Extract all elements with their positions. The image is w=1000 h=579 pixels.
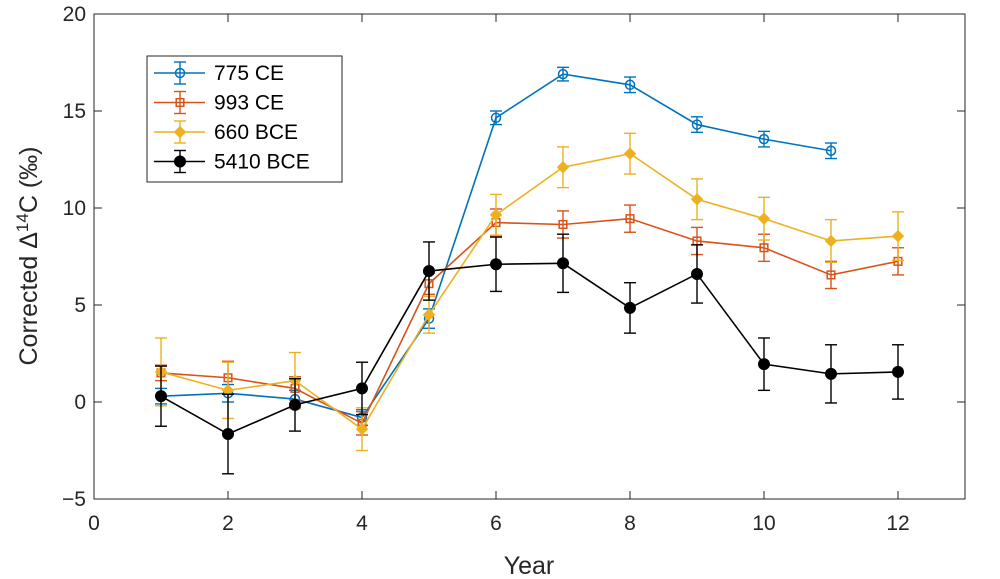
legend-marker <box>174 155 186 168</box>
data-point <box>824 234 838 248</box>
series-line <box>160 152 899 431</box>
data-point <box>490 258 502 271</box>
series-5410-bce <box>155 233 904 475</box>
data-point <box>356 382 368 395</box>
data-point <box>826 270 836 280</box>
y-tick-label: −5 <box>62 488 86 511</box>
legend-marker <box>174 67 186 79</box>
y-tick-label: 0 <box>74 391 86 414</box>
legend-entry: 775 CE <box>154 61 284 85</box>
y-axis-label-prefix: Corrected Δ <box>15 232 43 365</box>
y-axis-label-superscript: 14 <box>13 213 32 232</box>
legend-label: 993 CE <box>214 92 284 115</box>
data-point <box>155 390 167 403</box>
x-tick-label: 12 <box>886 512 909 535</box>
data-point <box>557 257 569 270</box>
data-point <box>691 119 703 130</box>
data-point <box>758 358 770 371</box>
y-tick-label: 20 <box>63 3 86 26</box>
data-point <box>891 229 905 243</box>
data-point <box>759 243 769 253</box>
legend-label: 660 BCE <box>214 121 298 144</box>
x-tick-label: 2 <box>222 512 234 535</box>
data-point <box>222 428 234 441</box>
legend: 775 CE 993 CE 660 BCE 5410 BCE <box>146 55 343 183</box>
series-line <box>160 262 899 435</box>
data-point <box>557 68 569 80</box>
x-tick-label: 0 <box>88 512 100 535</box>
y-tick-label: 15 <box>63 100 86 123</box>
y-axis-label-suffix: C (‰) <box>15 147 43 214</box>
series-line <box>160 217 899 425</box>
x-tick-label: 10 <box>752 512 775 535</box>
data-point <box>825 367 837 380</box>
y-axis-label: Corrected Δ14C (‰) <box>13 147 44 366</box>
x-tick-label: 8 <box>624 512 636 535</box>
legend-label: 5410 BCE <box>214 151 310 174</box>
data-point <box>625 214 635 224</box>
data-point <box>289 398 301 411</box>
data-point <box>623 147 637 160</box>
data-point <box>490 112 502 124</box>
data-point <box>624 79 636 91</box>
data-point <box>690 193 704 206</box>
legend-marker <box>175 97 185 108</box>
legend-entry: 5410 BCE <box>154 149 310 174</box>
legend-entry: 660 BCE <box>154 120 298 144</box>
data-point <box>758 133 770 145</box>
series-layer <box>154 66 905 475</box>
data-point <box>825 145 837 157</box>
y-tick-label: 5 <box>74 294 86 317</box>
data-point <box>757 212 771 225</box>
data-point <box>423 265 435 278</box>
data-point <box>892 365 904 378</box>
data-point <box>489 208 503 221</box>
y-tick-label: 10 <box>63 197 86 220</box>
data-point <box>558 219 568 230</box>
legend-items: 775 CE 993 CE 660 BCE 5410 BCE <box>154 61 310 174</box>
legend-label: 775 CE <box>214 62 284 85</box>
legend-entry: 993 CE <box>154 90 284 115</box>
data-point <box>691 267 703 280</box>
data-point <box>422 308 436 321</box>
x-tick-label: 4 <box>356 512 368 535</box>
x-tick-label: 6 <box>490 512 502 535</box>
data-point <box>556 161 570 174</box>
data-point <box>624 301 636 314</box>
data-point <box>355 422 369 436</box>
x-axis-label: Year <box>504 552 555 579</box>
legend-marker <box>173 125 187 139</box>
